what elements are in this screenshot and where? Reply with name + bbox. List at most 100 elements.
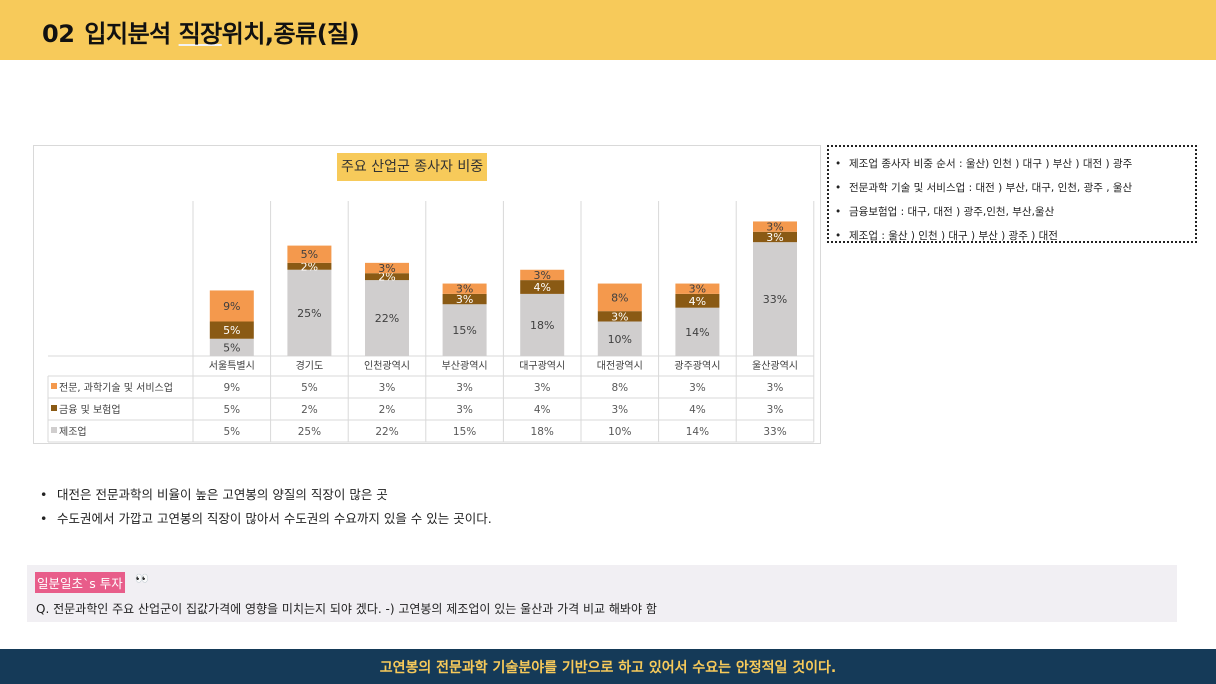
table-cell: 2% xyxy=(379,404,396,416)
bar-segment xyxy=(675,293,720,308)
data-label: 3% xyxy=(689,283,706,296)
legend-label: 전문, 과학기술 및 서비스업 xyxy=(59,381,173,394)
data-label: 33% xyxy=(763,293,787,306)
table-cell: 18% xyxy=(531,426,554,438)
data-label: 5% xyxy=(223,324,240,337)
legend-swatch xyxy=(51,427,57,433)
bar-segment xyxy=(753,231,797,243)
table-cell: 3% xyxy=(767,404,784,416)
bar-segment xyxy=(442,293,487,305)
note-item: • 전문과학 기술 및 서비스업 : 대전 ) 부산, 대구, 인천, 광주 , … xyxy=(835,176,1189,200)
memo-text: Q. 전문과학인 주요 산업군이 집값가격에 영향을 미치는지 되야 겠다. -… xyxy=(36,602,657,616)
bar-segment xyxy=(675,283,720,294)
x-tick-label: 대전광역시 xyxy=(597,360,643,372)
bullet-icon: • xyxy=(835,206,842,218)
table-cell: 8% xyxy=(611,382,628,394)
data-label: 15% xyxy=(452,324,476,337)
note-item: • 제조업 종사자 비중 순서 : 울산) 인천 ) 대구 ) 부산 ) 대전 )… xyxy=(835,152,1189,176)
table-cell: 5% xyxy=(301,382,318,394)
title-part-1: 입지분석 xyxy=(84,20,179,48)
data-label: 25% xyxy=(297,307,321,320)
table-cell: 9% xyxy=(223,382,240,394)
table-cell: 15% xyxy=(453,426,476,438)
table-cell: 22% xyxy=(375,426,398,438)
data-label: 3% xyxy=(378,262,395,275)
bullet-icon: • xyxy=(835,230,842,242)
data-label: 18% xyxy=(530,319,554,332)
chart-title: 주요 산업군 종사자 비중 xyxy=(337,153,488,181)
bullet-text: 대전은 전문과학의 비율이 높은 고연봉의 양질의 직장이 많은 곳 xyxy=(57,487,388,502)
data-label: 10% xyxy=(608,333,632,346)
bar-segment xyxy=(209,321,254,339)
bar-segment xyxy=(753,221,797,232)
chart-frame: 주요 산업군 종사자 비중 5% 5% 9% 서울특별시 25% 2% 5% 경기도 22% 2%… xyxy=(33,145,821,444)
note-item: • 금융보험업 : 대구, 대전 ) 광주,인천, 부산,울산 xyxy=(835,200,1189,224)
data-label: 3% xyxy=(456,293,473,306)
title-highlight: 직장 xyxy=(178,20,223,48)
table-cell: 3% xyxy=(767,382,784,394)
memo-box: 일분일초`s 투자 👀 Q. 전문과학인 주요 산업군이 집값가격에 영향을 미… xyxy=(27,565,1177,622)
footer-text: 고연봉의 전문과학 기술분야를 기반으로 하고 있어서 수요는 안정적일 것이다… xyxy=(379,660,837,676)
bar-segment xyxy=(287,269,332,356)
legend-label: 제조업 xyxy=(59,425,87,438)
table-cell: 2% xyxy=(301,404,318,416)
x-tick-label: 대구광역시 xyxy=(519,360,565,372)
data-label: 14% xyxy=(685,326,709,339)
table-cell: 4% xyxy=(534,404,551,416)
table-cell: 14% xyxy=(686,426,709,438)
memo-tag: 일분일초`s 투자 xyxy=(35,572,125,593)
bullet-item: • 대전은 전문과학의 비율이 높은 고연봉의 양질의 직장이 많은 곳 xyxy=(40,483,492,507)
table-cell: 3% xyxy=(456,404,473,416)
table-cell: 5% xyxy=(223,404,240,416)
table-cell: 3% xyxy=(611,404,628,416)
bullet-text: 수도권에서 가깝고 고연봉의 직장이 많아서 수도권의 수요까지 있을 수 있는… xyxy=(57,511,492,526)
eyes-icon: 👀 xyxy=(135,572,149,585)
x-tick-label: 서울특별시 xyxy=(209,360,255,372)
x-tick-label: 울산광역시 xyxy=(752,360,798,372)
table-cell: 33% xyxy=(763,426,786,438)
data-label: 22% xyxy=(375,312,399,325)
bar-segment xyxy=(365,273,409,281)
data-label: 2% xyxy=(301,260,318,273)
bar-segment xyxy=(365,280,409,356)
legend-swatch xyxy=(51,383,57,389)
notes-box: • 제조업 종사자 비중 순서 : 울산) 인천 ) 대구 ) 부산 ) 대전 )… xyxy=(827,145,1197,243)
note-text: 제조업 종사자 비중 순서 : 울산) 인천 ) 대구 ) 부산 ) 대전 ) … xyxy=(849,158,1133,170)
table-cell: 3% xyxy=(534,382,551,394)
table-cell: 4% xyxy=(689,404,706,416)
x-tick-label: 경기도 xyxy=(296,359,324,372)
data-label: 3% xyxy=(456,283,473,296)
bar-segment xyxy=(597,311,642,322)
bar-segment xyxy=(209,338,254,356)
title-part-2: 위치,종류(질) xyxy=(221,20,360,48)
note-item: • 제조업 : 울산 ) 인천 ) 대구 ) 부산 ) 광주 ) 대전 xyxy=(835,224,1189,248)
data-label: 5% xyxy=(223,341,240,354)
page-title: 02 입지분석 직장위치,종류(질) xyxy=(42,14,360,49)
section-number: 02 xyxy=(42,20,75,48)
data-label: 4% xyxy=(533,281,550,294)
data-label: 4% xyxy=(689,295,706,308)
bar-segment xyxy=(520,269,565,281)
data-label: 3% xyxy=(533,269,550,282)
bar-segment xyxy=(753,242,797,356)
bar-segment xyxy=(365,262,409,274)
x-tick-label: 인천광역시 xyxy=(364,360,410,372)
bar-segment xyxy=(442,304,487,356)
bullet-item: • 수도권에서 가깝고 고연봉의 직장이 많아서 수도권의 수요까지 있을 수 있… xyxy=(40,507,492,531)
data-label: 5% xyxy=(301,248,318,261)
bar-segment xyxy=(287,245,332,263)
data-label: 9% xyxy=(223,300,240,313)
legend-label: 금융 및 보험업 xyxy=(59,403,121,416)
stacked-bar-chart: 5%5%9%서울특별시25%2%5%경기도22%2%3%인천광역시15%3%3%… xyxy=(47,201,815,443)
bar-segment xyxy=(209,290,254,322)
summary-bullets: • 대전은 전문과학의 비율이 높은 고연봉의 양질의 직장이 많은 곳 • 수도권에… xyxy=(40,483,492,531)
note-text: 제조업 : 울산 ) 인천 ) 대구 ) 부산 ) 광주 ) 대전 xyxy=(849,230,1058,242)
table-cell: 25% xyxy=(298,426,321,438)
header-bar: 02 입지분석 직장위치,종류(질) xyxy=(0,0,1216,60)
bullet-icon: • xyxy=(40,511,48,526)
data-label: 3% xyxy=(766,221,783,234)
bar-segment xyxy=(442,283,487,294)
table-cell: 3% xyxy=(689,382,706,394)
bullet-icon: • xyxy=(40,487,48,502)
table-cell: 5% xyxy=(223,426,240,438)
